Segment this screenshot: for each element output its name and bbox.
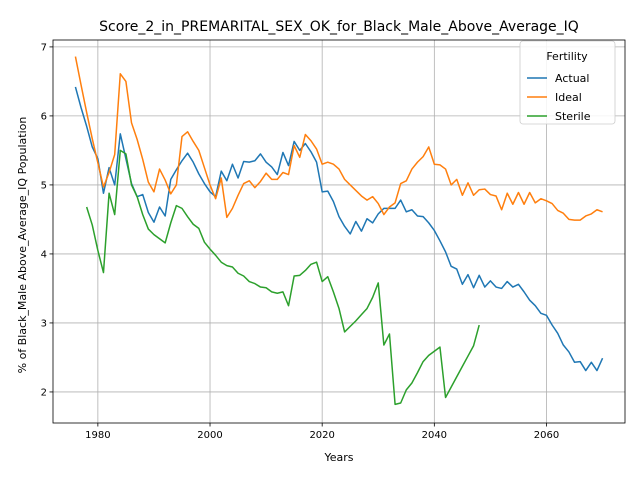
series-line-ideal [74,56,603,221]
x-tick-label: 2060 [534,430,559,441]
y-tick-label: 3 [41,318,47,329]
legend-label-actual: Actual [555,72,589,85]
series-line-actual [74,86,604,372]
y-axis-ticks: 2 3 4 5 6 7 [41,42,53,398]
legend-box [519,40,616,125]
y-tick-label: 4 [41,249,47,260]
x-axis-label: Years [323,451,353,464]
y-tick-label: 5 [41,180,47,191]
x-axis-ticks: 1980 2000 2020 2040 2060 [85,423,559,441]
plot-frame [52,39,626,424]
y-tick-label: 2 [41,387,47,398]
y-tick-label: 6 [41,111,47,122]
legend: Fertility Actual Ideal Sterile [519,40,616,125]
legend-label-sterile: Sterile [555,110,591,123]
y-axis-label: % of Black_Male Above_Average_IQ Populat… [16,117,29,374]
chart-title: Score_2_in_PREMARITAL_SEX_OK_for_Black_M… [99,19,579,35]
legend-title: Fertility [546,50,588,63]
x-tick-label: 2040 [422,430,447,441]
series-line-sterile [85,149,480,406]
x-tick-label: 1980 [85,430,110,441]
series-layer [74,56,604,406]
y-tick-label: 7 [41,42,47,53]
x-tick-label: 2020 [309,430,334,441]
legend-label-ideal: Ideal [555,91,582,104]
x-tick-label: 2000 [197,430,222,441]
